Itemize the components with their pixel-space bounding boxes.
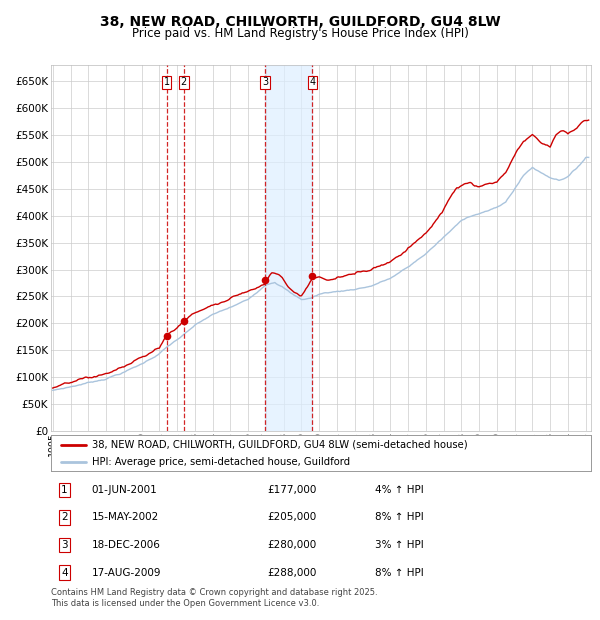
Text: 3: 3 xyxy=(262,78,268,87)
Text: 2: 2 xyxy=(61,513,68,523)
Text: Price paid vs. HM Land Registry's House Price Index (HPI): Price paid vs. HM Land Registry's House … xyxy=(131,27,469,40)
Text: £177,000: £177,000 xyxy=(267,485,316,495)
Text: 38, NEW ROAD, CHILWORTH, GUILDFORD, GU4 8LW: 38, NEW ROAD, CHILWORTH, GUILDFORD, GU4 … xyxy=(100,16,500,30)
Text: 01-JUN-2001: 01-JUN-2001 xyxy=(91,485,157,495)
Text: 2: 2 xyxy=(181,78,187,87)
Text: £280,000: £280,000 xyxy=(267,540,316,550)
Text: 1: 1 xyxy=(164,78,170,87)
Text: £288,000: £288,000 xyxy=(267,568,316,578)
Text: Contains HM Land Registry data © Crown copyright and database right 2025.: Contains HM Land Registry data © Crown c… xyxy=(51,588,377,597)
Text: This data is licensed under the Open Government Licence v3.0.: This data is licensed under the Open Gov… xyxy=(51,598,319,608)
Text: 18-DEC-2006: 18-DEC-2006 xyxy=(91,540,160,550)
Text: 38, NEW ROAD, CHILWORTH, GUILDFORD, GU4 8LW (semi-detached house): 38, NEW ROAD, CHILWORTH, GUILDFORD, GU4 … xyxy=(91,440,467,450)
Text: 1: 1 xyxy=(61,485,68,495)
Text: 3: 3 xyxy=(61,540,68,550)
Text: 8% ↑ HPI: 8% ↑ HPI xyxy=(375,513,424,523)
Text: 4% ↑ HPI: 4% ↑ HPI xyxy=(375,485,424,495)
Text: 4: 4 xyxy=(61,568,68,578)
Text: 17-AUG-2009: 17-AUG-2009 xyxy=(91,568,161,578)
Text: 15-MAY-2002: 15-MAY-2002 xyxy=(91,513,159,523)
Bar xyxy=(265,65,313,431)
Text: HPI: Average price, semi-detached house, Guildford: HPI: Average price, semi-detached house,… xyxy=(91,457,350,467)
Text: 3% ↑ HPI: 3% ↑ HPI xyxy=(375,540,424,550)
Text: £205,000: £205,000 xyxy=(267,513,316,523)
Text: 4: 4 xyxy=(310,78,316,87)
Text: 8% ↑ HPI: 8% ↑ HPI xyxy=(375,568,424,578)
